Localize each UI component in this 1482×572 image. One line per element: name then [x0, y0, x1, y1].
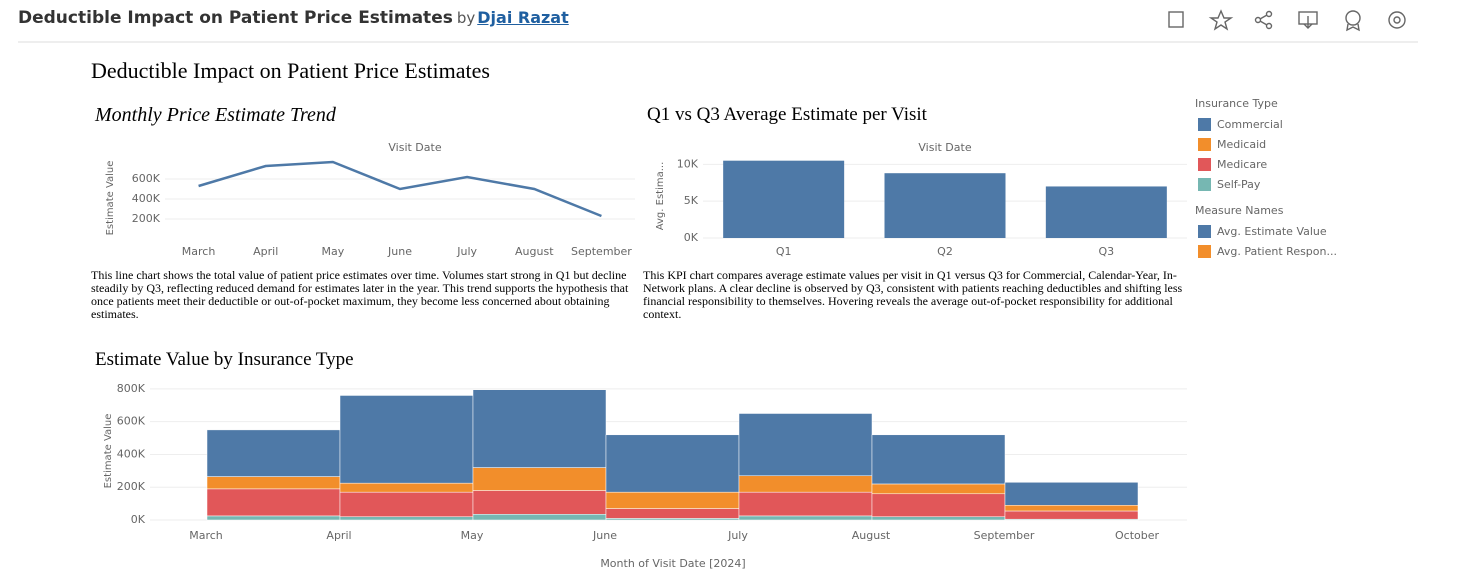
description: This KPI chart compares average estimate… [643, 268, 1183, 321]
by-label: by [456, 9, 476, 27]
bar-segment [472, 490, 607, 515]
description: This line chart shows the total value of… [91, 268, 629, 321]
dashboard-title: Deductible Impact on Patient Price Estim… [91, 58, 490, 83]
x-tick-label: July [727, 529, 748, 542]
x-tick-label: August [515, 245, 554, 258]
y-axis-title: Estimate Value [103, 414, 114, 489]
legend-title: Insurance Type [1195, 97, 1278, 110]
download-icon[interactable] [1298, 11, 1318, 29]
bar-segment [738, 491, 873, 517]
legend-label: Self-Pay [1217, 178, 1261, 191]
bar-segment [206, 429, 341, 477]
edit-icon[interactable] [1168, 11, 1184, 28]
bar [884, 173, 1006, 238]
x-tick-label: August [852, 529, 891, 542]
x-tick-label: June [387, 245, 412, 258]
x-tick-label: Q2 [937, 245, 953, 258]
legend-label: Medicaid [1217, 138, 1266, 151]
bar-segment [605, 434, 740, 493]
bar-segment [871, 516, 1006, 521]
x-tick-label: May [321, 245, 344, 258]
bar-segment [871, 483, 1006, 495]
settings-icon[interactable] [1388, 11, 1406, 29]
bar-segment [1004, 482, 1139, 506]
y-tick-label: 600K [117, 415, 146, 428]
legend-title: Measure Names [1195, 204, 1284, 217]
bar-segment [339, 491, 474, 517]
x-tick-label: March [189, 529, 223, 542]
y-tick-label: 0K [684, 231, 699, 244]
bar-segment [339, 482, 474, 493]
bar-segment [339, 516, 474, 521]
bar-segment [206, 488, 341, 517]
bar-segment [472, 389, 607, 468]
bar-segment [206, 476, 341, 490]
x-tick-label: September [974, 529, 1035, 542]
legend-swatch [1198, 118, 1211, 131]
bar-segment [472, 467, 607, 491]
y-axis-title: Estimate Value [105, 161, 116, 236]
legend-swatch [1198, 178, 1211, 191]
y-tick-label: 0K [131, 513, 146, 526]
bar-segment [1004, 510, 1139, 520]
bar-segment [871, 493, 1006, 517]
toolbar [1168, 9, 1406, 32]
author-link[interactable]: Djai Razat [477, 8, 569, 27]
y-tick-label: 10K [677, 157, 699, 170]
header: Deductible Impact on Patient Price Estim… [18, 8, 569, 28]
x-axis-title: Visit Date [388, 141, 441, 154]
legend-label: Medicare [1217, 158, 1267, 171]
legend-swatch [1198, 158, 1211, 171]
bar-segment [871, 434, 1006, 485]
bar-segment [1004, 505, 1139, 512]
x-tick-label: May [461, 529, 484, 542]
legend-swatch [1198, 138, 1211, 151]
favorite-icon[interactable] [1208, 9, 1234, 31]
share-icon[interactable] [1254, 10, 1273, 30]
workbook-title: Deductible Impact on Patient Price Estim… [18, 8, 453, 28]
trend-line [198, 160, 602, 218]
metrics-icon[interactable] [1345, 10, 1361, 32]
x-tick-label: October [1115, 529, 1159, 542]
bar-segment [605, 508, 740, 519]
x-axis-title: Visit Date [918, 141, 971, 154]
legend-swatch [1198, 225, 1211, 238]
bar-segment [738, 475, 873, 493]
y-tick-label: 800K [117, 382, 146, 395]
x-tick-label: July [456, 245, 477, 258]
bar [1045, 186, 1167, 238]
y-tick-label: 400K [132, 192, 161, 205]
y-tick-label: 200K [117, 480, 146, 493]
x-tick-label: Q1 [776, 245, 792, 258]
x-tick-label: April [253, 245, 278, 258]
bar-segment [605, 491, 740, 509]
y-tick-label: 200K [132, 212, 161, 225]
bar-segment [472, 514, 607, 521]
bar-segment [738, 413, 873, 477]
x-tick-label: June [592, 529, 617, 542]
bar-segment [339, 395, 474, 484]
legend-swatch [1198, 245, 1211, 258]
bar-segment [738, 515, 873, 521]
x-tick-label: April [326, 529, 351, 542]
y-tick-label: 600K [132, 172, 161, 185]
x-tick-label: Q3 [1098, 245, 1114, 258]
y-axis-title: Avg. Estima... [655, 162, 666, 231]
legend-label: Avg. Estimate Value [1217, 225, 1327, 238]
y-tick-label: 5K [684, 194, 699, 207]
x-tick-label: March [182, 245, 216, 258]
x-axis-title: Month of Visit Date [2024] [600, 557, 745, 570]
chart-title: Estimate Value by Insurance Type [95, 349, 354, 370]
x-tick-label: September [571, 245, 632, 258]
bar [723, 160, 845, 238]
y-tick-label: 400K [117, 447, 146, 460]
legend-label: Avg. Patient Respon... [1217, 245, 1337, 258]
legend-label: Commercial [1217, 118, 1283, 131]
chart-title: Monthly Price Estimate Trend [95, 104, 336, 126]
chart-title: Q1 vs Q3 Average Estimate per Visit [647, 104, 927, 125]
bar-segment [206, 515, 341, 521]
